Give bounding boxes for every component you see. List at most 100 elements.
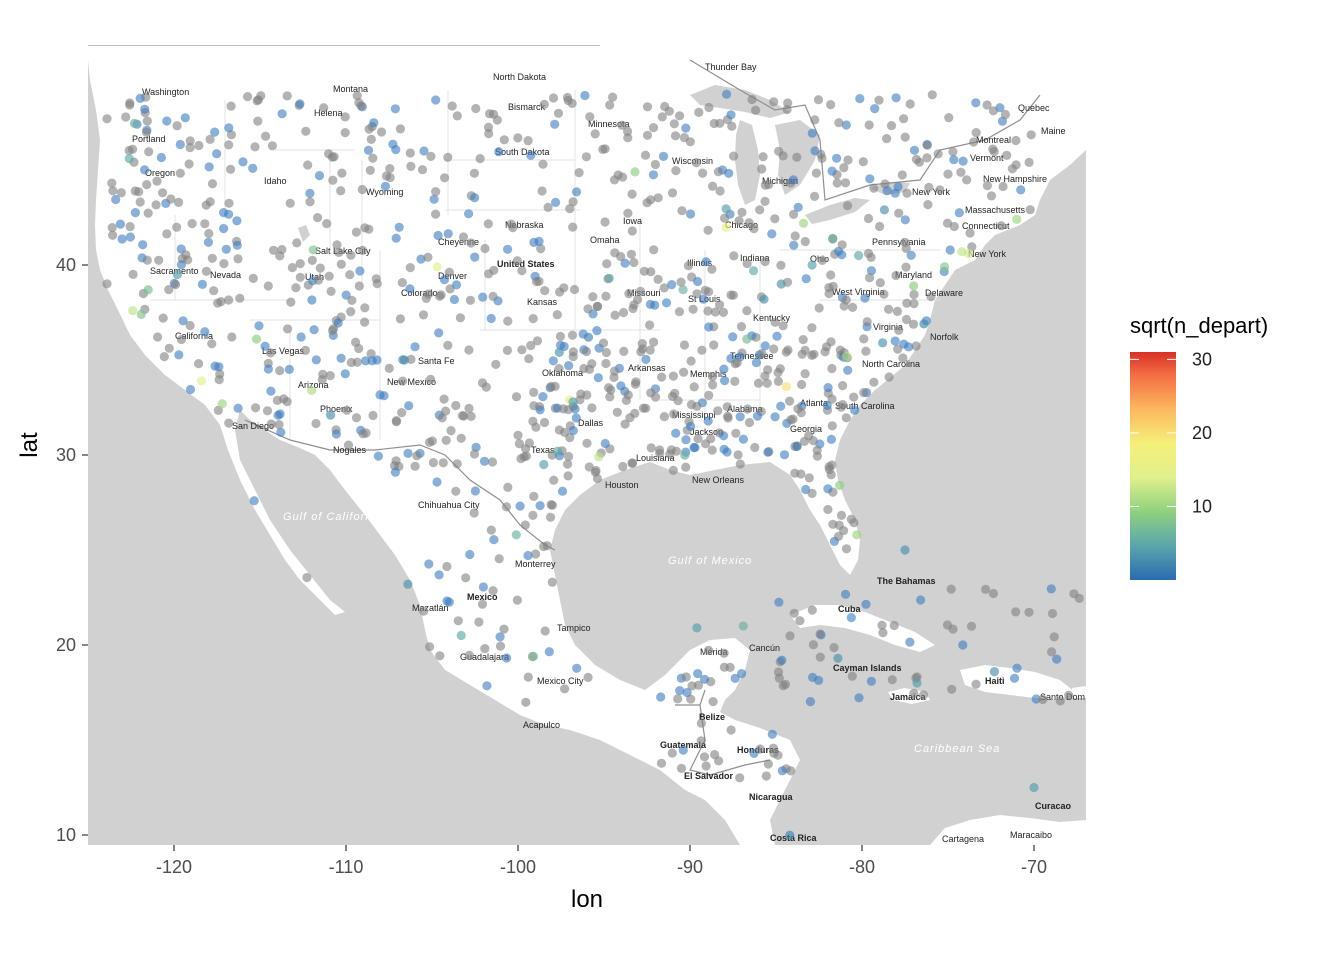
airport-point-na — [435, 291, 445, 301]
airport-point-na — [763, 365, 773, 375]
airport-point-na — [785, 396, 795, 406]
airport-point-na — [769, 344, 779, 354]
airport-point-na — [982, 100, 992, 110]
airport-point-na — [827, 394, 837, 404]
airport-point-na — [601, 347, 612, 358]
airport-point-na — [682, 687, 692, 698]
airport-point-na — [314, 171, 325, 181]
lake-michigan — [735, 120, 760, 205]
airport-point — [721, 222, 731, 232]
airport-point-na — [439, 394, 449, 404]
airport-point-na — [524, 354, 534, 364]
airport-point-na — [185, 384, 196, 395]
airport-point-na — [553, 108, 564, 118]
airport-point-na — [352, 91, 362, 101]
land-cuba — [790, 605, 935, 652]
airport-point — [528, 651, 539, 662]
airport-point-na — [875, 221, 885, 232]
airport-point-na — [158, 188, 168, 198]
airport-point-na — [432, 477, 442, 487]
map-labels: Washington Oregon Idaho Montana Wyoming … — [132, 62, 1085, 844]
airport-point-na — [416, 254, 426, 264]
airport-point-na — [874, 95, 884, 105]
airport-point-na — [841, 544, 852, 554]
airport-point-na — [410, 342, 420, 352]
airport-point-na — [918, 690, 929, 700]
airport-point-na — [625, 413, 635, 423]
airport-point-na — [742, 404, 753, 414]
airport-point — [680, 450, 690, 460]
airport-point-na — [332, 240, 342, 250]
airport-point-na — [395, 314, 405, 324]
lake-superior — [690, 85, 790, 118]
airport-point-na — [1012, 663, 1022, 673]
airport-point-na — [700, 285, 710, 295]
label-north-carolina: North Carolina — [862, 359, 920, 369]
airport-point-na — [209, 286, 219, 296]
airport-point-na — [836, 402, 846, 412]
airport-point-na — [269, 245, 279, 255]
airport-point-na — [200, 327, 210, 337]
airport-point-na — [751, 105, 761, 115]
airport-point-na — [391, 417, 401, 427]
airport-point-na — [283, 324, 293, 334]
airport-point-na — [311, 355, 321, 365]
airport-point-na — [447, 101, 457, 111]
airport-point-na — [551, 197, 561, 207]
airport-point-na — [958, 156, 968, 166]
label-gulf-of-mexico: Gulf of Mexico — [668, 555, 752, 567]
airport-point-na — [886, 121, 897, 131]
airport-point-na — [866, 266, 877, 276]
airport-point-na — [584, 462, 594, 472]
airport-point-na — [760, 341, 770, 351]
airport-point-na — [905, 637, 915, 647]
airport-point-na — [355, 266, 365, 276]
airport-point-na — [185, 320, 195, 331]
airport-point-na — [305, 188, 315, 198]
label-maryland: Maryland — [895, 270, 932, 280]
airport-point-na — [405, 148, 415, 158]
airport-point-na — [483, 122, 494, 132]
airport-point-na — [862, 317, 872, 327]
label-curacao: Curacao — [1035, 801, 1072, 811]
airport-point-na — [778, 321, 788, 331]
airport-point-na — [1038, 694, 1048, 705]
airport-point-na — [484, 269, 494, 279]
airport-point-na — [284, 364, 294, 374]
airport-point-na — [508, 223, 518, 233]
label-washington: Washington — [142, 87, 189, 97]
airport-point-na — [107, 178, 117, 188]
airport-point — [128, 306, 138, 316]
airport-point-na — [368, 410, 378, 421]
label-las-vegas: Las Vegas — [262, 346, 305, 356]
airport-point-na — [669, 119, 679, 129]
label-cancun: Cancún — [749, 643, 780, 653]
airport-point-na — [439, 275, 450, 285]
airport-point-na — [164, 285, 174, 295]
airport-point-na — [786, 415, 796, 425]
airport-point-na — [503, 316, 513, 326]
airport-point-na — [276, 427, 286, 437]
airport-point-na — [433, 230, 443, 241]
airport-point-na — [890, 188, 900, 198]
airport-point-na — [108, 186, 118, 196]
airport-point-na — [677, 206, 687, 216]
airport-point-na — [569, 284, 580, 295]
label-arkansas: Arkansas — [628, 363, 666, 373]
legend-tick-label: 20 — [1192, 423, 1212, 443]
airport-point-na — [945, 245, 955, 255]
airport-point-na — [464, 403, 474, 413]
airport-point-na — [347, 295, 357, 305]
airport-point-na — [708, 697, 718, 707]
airport-point-na — [213, 405, 223, 415]
airport-point-na — [1069, 589, 1079, 599]
airport-point-na — [391, 145, 401, 155]
airport-point-na — [548, 356, 558, 366]
airport-point-na — [547, 500, 558, 510]
legend-ticks: 10 20 30 — [1130, 349, 1212, 516]
airport-point-na — [865, 273, 875, 283]
airport-point-na — [954, 208, 964, 218]
airport-point-na — [891, 93, 901, 103]
airport-point-na — [319, 103, 329, 113]
airport-point — [781, 382, 791, 392]
